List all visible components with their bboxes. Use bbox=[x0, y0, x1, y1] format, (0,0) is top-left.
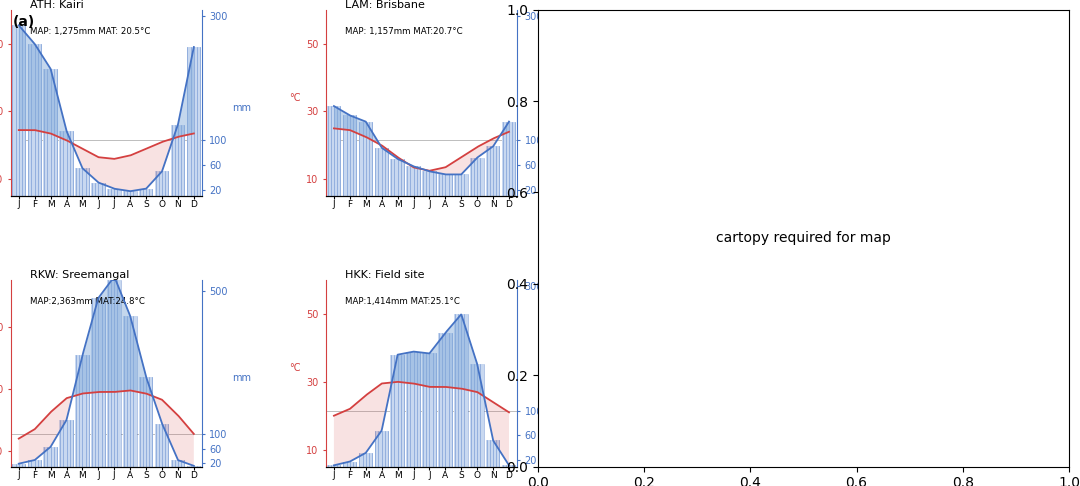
Bar bbox=[406, 166, 421, 196]
Bar bbox=[154, 172, 170, 196]
Bar bbox=[470, 364, 484, 467]
Bar bbox=[327, 106, 341, 196]
Bar bbox=[107, 280, 121, 467]
Bar bbox=[91, 183, 106, 196]
Y-axis label: mm: mm bbox=[548, 373, 566, 383]
Bar bbox=[76, 355, 90, 467]
Bar bbox=[470, 157, 484, 196]
Y-axis label: mm: mm bbox=[232, 103, 252, 113]
Text: (a): (a) bbox=[13, 15, 36, 29]
Bar bbox=[327, 465, 341, 467]
Bar bbox=[342, 115, 357, 196]
Bar bbox=[486, 146, 500, 196]
Text: MAP:1,414mm MAT:25.1°C: MAP:1,414mm MAT:25.1°C bbox=[346, 297, 460, 306]
Bar bbox=[59, 420, 73, 467]
Bar bbox=[59, 131, 73, 196]
Y-axis label: °C: °C bbox=[289, 364, 300, 373]
Bar bbox=[422, 353, 436, 467]
Bar bbox=[406, 351, 421, 467]
Bar bbox=[391, 159, 405, 196]
Bar bbox=[171, 460, 185, 467]
Bar bbox=[502, 122, 516, 196]
Bar bbox=[375, 431, 389, 467]
Bar bbox=[27, 460, 42, 467]
Bar bbox=[171, 125, 185, 196]
Bar bbox=[454, 174, 469, 196]
Bar bbox=[154, 423, 170, 467]
Bar bbox=[76, 168, 90, 196]
Bar bbox=[43, 447, 57, 467]
Bar bbox=[123, 316, 137, 467]
Y-axis label: mm: mm bbox=[548, 103, 566, 113]
Text: MAP:2,363mm MAT:24.8°C: MAP:2,363mm MAT:24.8°C bbox=[30, 297, 145, 306]
Bar bbox=[107, 189, 121, 196]
Bar bbox=[27, 44, 42, 196]
Bar bbox=[438, 333, 453, 467]
Text: MAP: 1,157mm MAT:20.7°C: MAP: 1,157mm MAT:20.7°C bbox=[346, 27, 462, 35]
Text: cartopy required for map: cartopy required for map bbox=[716, 231, 891, 245]
Bar bbox=[502, 465, 516, 467]
Text: MAP: 1,275mm MAT: 20.5°C: MAP: 1,275mm MAT: 20.5°C bbox=[30, 27, 150, 35]
Bar bbox=[375, 148, 389, 196]
Text: HKK: Field site: HKK: Field site bbox=[346, 270, 424, 280]
Bar bbox=[342, 462, 357, 467]
Bar bbox=[12, 25, 26, 196]
Bar bbox=[391, 355, 405, 467]
Bar bbox=[422, 172, 436, 196]
Bar bbox=[454, 314, 469, 467]
Y-axis label: °C: °C bbox=[289, 93, 300, 103]
Bar bbox=[139, 377, 153, 467]
Bar bbox=[123, 191, 137, 196]
Bar bbox=[187, 47, 201, 196]
Text: RKW: Sreemangal: RKW: Sreemangal bbox=[30, 270, 130, 280]
Bar bbox=[438, 174, 453, 196]
Bar bbox=[139, 189, 153, 196]
Bar bbox=[91, 298, 106, 467]
Y-axis label: mm: mm bbox=[232, 373, 252, 383]
Bar bbox=[359, 453, 373, 467]
Bar bbox=[359, 122, 373, 196]
Text: LAM: Brisbane: LAM: Brisbane bbox=[346, 0, 424, 10]
Text: ATH: Kairi: ATH: Kairi bbox=[30, 0, 83, 10]
Bar bbox=[12, 464, 26, 467]
Bar bbox=[187, 466, 201, 467]
Bar bbox=[486, 440, 500, 467]
Bar bbox=[43, 69, 57, 196]
